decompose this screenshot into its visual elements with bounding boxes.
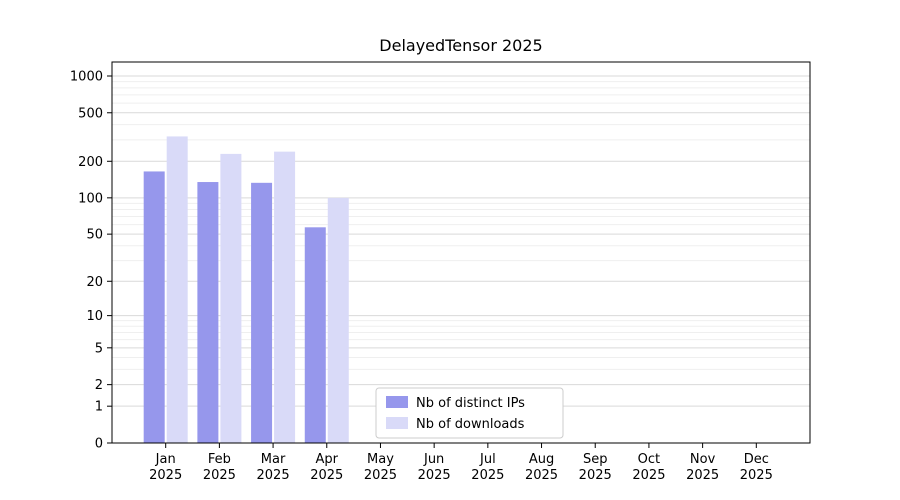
x-tick-label-year: 2025 [471, 468, 504, 483]
x-tick-label-year: 2025 [686, 468, 719, 483]
x-tick-label-month: Feb [208, 452, 231, 467]
bar-nb-of-distinct-ips-apr [304, 227, 326, 443]
x-tick-label-month: Jun [423, 452, 444, 467]
legend-swatch-1 [386, 417, 408, 429]
x-tick-label-year: 2025 [203, 468, 236, 483]
legend-swatch-0 [386, 396, 408, 408]
x-tick-label-month: Oct [638, 452, 660, 467]
bar-nb-of-downloads-mar [274, 151, 296, 443]
x-tick-label-year: 2025 [579, 468, 612, 483]
y-tick-label: 50 [86, 228, 103, 243]
y-tick-label: 1000 [70, 70, 103, 85]
x-tick-label-year: 2025 [257, 468, 290, 483]
y-tick-label: 5 [95, 341, 103, 356]
x-tick-label-month: Jul [479, 452, 496, 467]
bar-nb-of-downloads-apr [327, 197, 349, 443]
legend-label-1: Nb of downloads [416, 417, 525, 432]
x-tick-label-month: Apr [316, 452, 339, 467]
x-tick-label-month: Nov [690, 452, 716, 467]
y-tick-label: 100 [78, 191, 103, 206]
x-tick-label-month: May [367, 452, 394, 467]
legend-label-0: Nb of distinct IPs [416, 396, 525, 411]
x-tick-label-month: Aug [529, 452, 554, 467]
x-tick-label-month: Jan [155, 452, 176, 467]
y-tick-label: 1 [95, 400, 103, 415]
plot-border [111, 61, 811, 444]
bar-nb-of-distinct-ips-feb [197, 182, 219, 443]
legend-box [375, 387, 564, 439]
y-tick-label: 20 [86, 275, 103, 290]
x-tick-label-month: Mar [261, 452, 286, 467]
x-tick-label-year: 2025 [418, 468, 451, 483]
x-tick-label-month: Dec [744, 452, 769, 467]
y-tick-label: 10 [86, 309, 103, 324]
x-tick-label-year: 2025 [632, 468, 665, 483]
bar-nb-of-downloads-feb [220, 153, 242, 443]
x-tick-label-year: 2025 [525, 468, 558, 483]
bar-nb-of-downloads-jan [166, 136, 188, 444]
chart-title: DelayedTensor 2025 [379, 36, 542, 55]
x-tick-label-year: 2025 [310, 468, 343, 483]
y-tick-label: 2 [95, 378, 103, 393]
bar-nb-of-distinct-ips-mar [251, 182, 273, 443]
x-tick-label-year: 2025 [364, 468, 397, 483]
y-tick-label: 500 [78, 106, 103, 121]
y-tick-label: 0 [95, 437, 103, 452]
bar-nb-of-distinct-ips-jan [143, 171, 165, 443]
x-tick-label-year: 2025 [740, 468, 773, 483]
x-tick-label-year: 2025 [149, 468, 182, 483]
x-tick-label-month: Sep [583, 452, 608, 467]
y-tick-label: 200 [78, 155, 103, 170]
